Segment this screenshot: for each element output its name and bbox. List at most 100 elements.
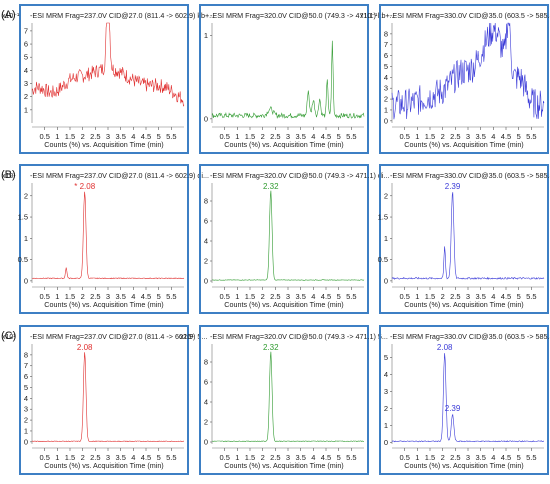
chromatogram-trace [212,190,365,281]
x-tick-label: 4 [491,132,495,141]
x-tick-label: 2.5 [90,453,100,462]
x-tick-label: 1 [55,292,59,301]
y-tick-label: 1 [24,105,28,114]
chromatogram-trace [211,40,365,119]
scale-label: x10¹ [180,334,194,341]
peak-label: 2.39 [445,404,461,413]
x-tick-label: 4.5 [141,132,151,141]
x-tick-label: 4.5 [501,132,511,141]
x-tick-label: 5 [157,453,161,462]
y-tick-label: 6 [24,372,28,381]
x-tick-label: 0.5 [219,132,229,141]
x-tick-label: 1.5 [245,453,255,462]
x-axis-label: Counts (%) vs. Acquisition Time (min) [224,300,343,309]
x-tick-label: 3.5 [115,132,125,141]
panel-frame [199,325,369,475]
x-tick-label: 3 [106,132,110,141]
x-tick-label: 5.5 [526,292,536,301]
x-tick-label: 2 [261,453,265,462]
y-tick-label: 2 [204,418,208,427]
scale-label: x10¹ [2,334,16,341]
y-tick-label: 0.5 [18,255,28,264]
x-tick-label: 1.5 [245,292,255,301]
x-axis-label: Counts (%) vs. Acquisition Time (min) [224,140,343,149]
x-tick-label: 5.5 [346,453,356,462]
x-tick-label: 2.5 [450,292,460,301]
y-tick-label: 8 [204,197,208,206]
y-tick-label: 3 [24,79,28,88]
y-tick-label: 2 [24,416,28,425]
x-tick-label: 4.5 [321,453,331,462]
y-tick-label: 3 [24,405,28,414]
y-tick-label: 6 [384,51,388,60]
x-tick-label: 1 [235,292,239,301]
x-tick-label: 4.5 [141,453,151,462]
x-tick-label: 1 [235,132,239,141]
x-tick-label: 2 [441,292,445,301]
x-tick-label: 3 [466,132,470,141]
x-tick-label: 5.5 [166,453,176,462]
x-tick-label: 4 [311,292,315,301]
y-tick-label: 1 [24,234,28,243]
y-tick-label: 0 [384,116,388,125]
y-tick-label: 4 [204,398,208,407]
x-tick-label: 5.5 [166,292,176,301]
peak-label: * 2.08 [74,182,95,191]
x-tick-label: 3.5 [115,453,125,462]
x-tick-label: 0.5 [39,453,49,462]
x-tick-label: 1 [415,292,419,301]
y-tick-label: 8 [204,358,208,367]
y-tick-label: 7 [24,361,28,370]
panel-header: -ESI MRM Frag=320.0V CID@50.0 (749.3 -> … [210,332,388,341]
chromatogram-panel: -ESI MRM Frag=330.0V CID@35.0 (603.5 -> … [360,4,550,154]
x-tick-label: 5 [157,292,161,301]
y-tick-label: 2 [204,257,208,266]
x-tick-label: 3 [286,453,290,462]
x-tick-label: 1 [55,453,59,462]
scale-label: x10⁻¹ [2,13,20,20]
y-tick-label: 1.5 [378,213,388,222]
x-axis-label: Counts (%) vs. Acquisition Time (min) [404,461,523,470]
figure-row: (C) -ESI MRM Frag=237.0V CID@27.0 (811.4 … [1,325,550,475]
x-tick-label: 2.5 [450,453,460,462]
x-tick-label: 1.5 [425,292,435,301]
panel-frame [379,4,549,154]
x-tick-label: 2 [81,292,85,301]
x-tick-label: 1.5 [65,453,75,462]
x-tick-label: 5 [157,132,161,141]
x-tick-label: 3.5 [295,132,305,141]
y-tick-label: 2 [24,92,28,101]
panel-header: -ESI MRM Frag=237.0V CID@27.0 (811.4 -> … [30,332,207,341]
scale-label: x10⁻¹ [360,13,378,20]
x-tick-label: 4 [491,292,495,301]
x-axis-label: Counts (%) vs. Acquisition Time (min) [44,300,163,309]
panel-header: -ESI MRM Frag=320.0V CID@50.0 (749.3 -> … [210,11,396,20]
x-tick-label: 4.5 [501,453,511,462]
x-tick-label: 2 [261,132,265,141]
x-tick-label: 3.5 [295,453,305,462]
y-tick-label: 5 [384,62,388,71]
y-tick-label: 0 [384,276,388,285]
y-tick-label: 1 [384,421,388,430]
x-tick-label: 5 [337,453,341,462]
chromatogram-panel: -ESI MRM Frag=320.0V CID@50.0 (749.3 -> … [199,4,396,154]
panel-header: -ESI MRM Frag=237.0V CID@27.0 (811.4 -> … [30,171,209,180]
chromatogram-panel: -ESI MRM Frag=330.0V CID@35.0 (603.5 -> … [378,164,550,314]
panel-frame [19,4,189,154]
x-tick-label: 4 [131,453,135,462]
y-tick-label: 4 [24,66,28,75]
x-tick-label: 5 [517,132,521,141]
x-axis-label: Counts (%) vs. Acquisition Time (min) [44,140,163,149]
y-tick-label: 5 [24,383,28,392]
panel-header: -ESI MRM Frag=237.0V CID@27.0 (811.4 -> … [30,11,215,20]
y-tick-label: 0 [24,437,28,446]
x-tick-label: 1 [235,453,239,462]
x-tick-label: 1.5 [245,132,255,141]
y-tick-label: 4 [384,73,388,82]
chromatogram-panel: -ESI MRM Frag=237.0V CID@27.0 (811.4 -> … [2,4,215,154]
y-tick-label: 8 [24,350,28,359]
peak-label: 2.08 [437,343,453,352]
y-tick-label: 2 [24,191,28,200]
x-tick-label: 4.5 [321,132,331,141]
